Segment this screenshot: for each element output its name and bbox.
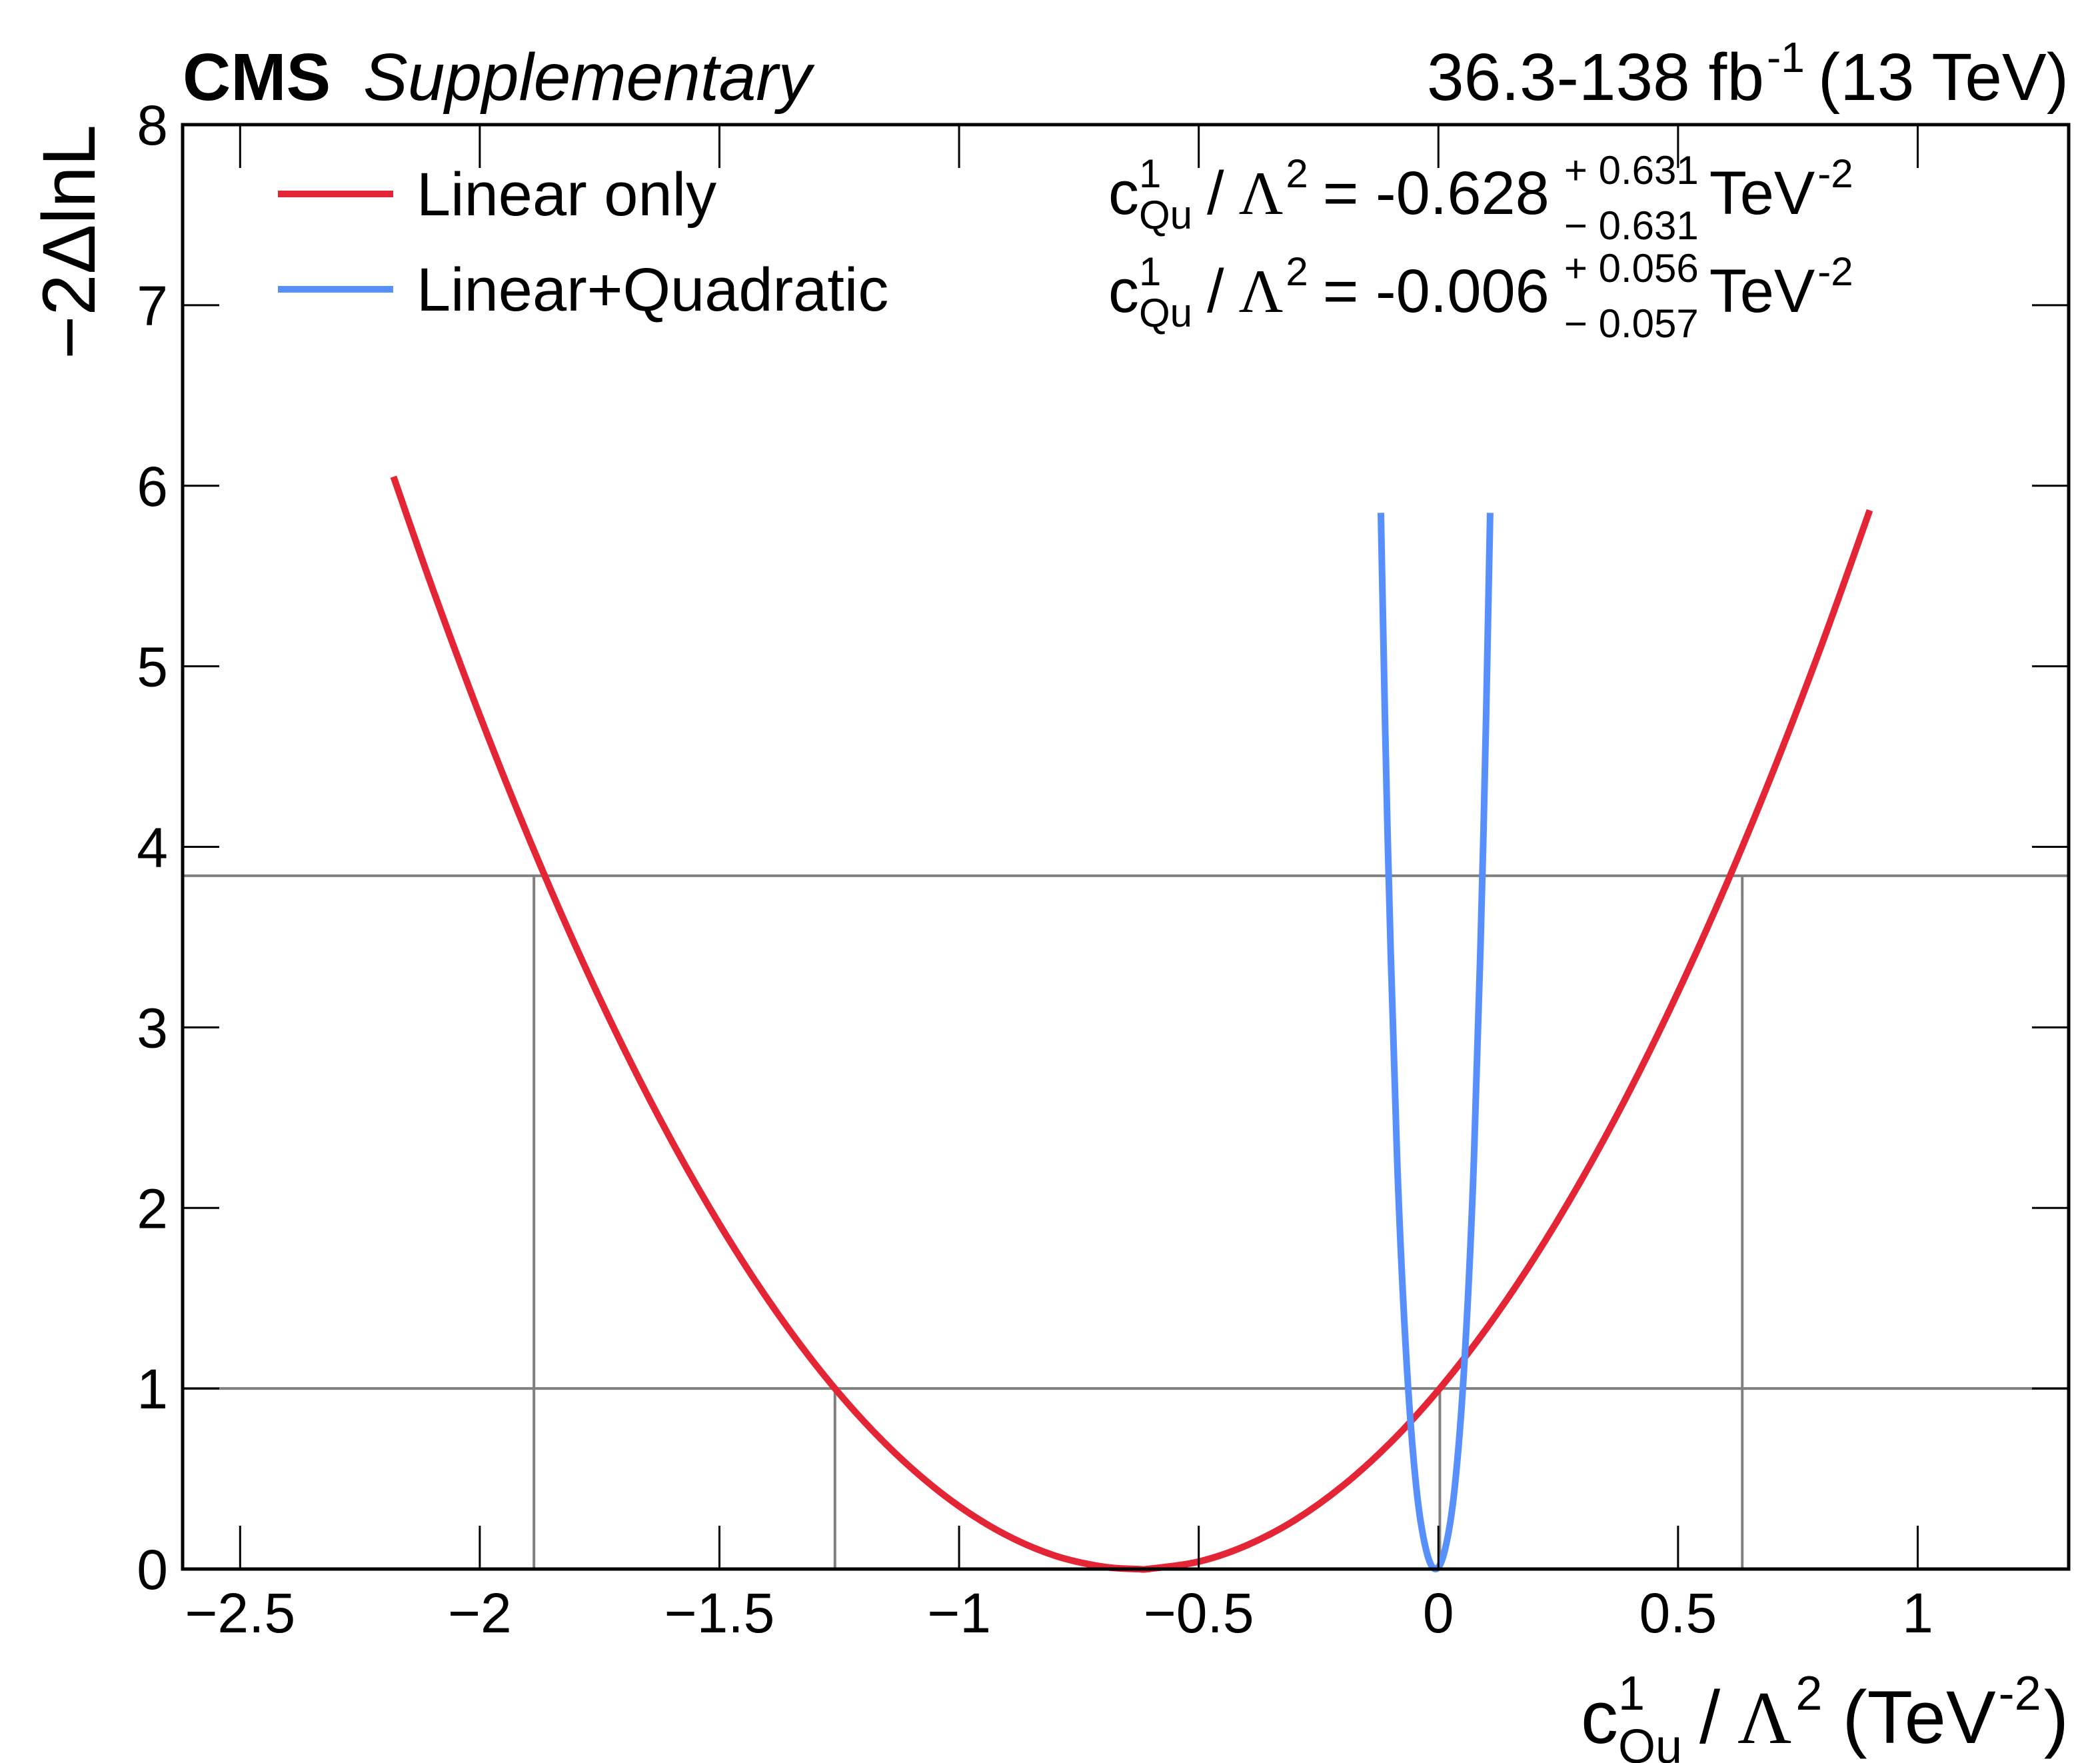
fit-text: Λ	[1239, 159, 1284, 227]
y-tick-label: 0	[137, 1538, 168, 1601]
fit-text: c	[1108, 159, 1139, 227]
fit-text: 2	[1286, 249, 1308, 294]
fit-text: = -0.628	[1323, 159, 1550, 227]
y-axis-title: −2ΔlnL	[27, 125, 111, 359]
y-tick-label: 1	[137, 1358, 168, 1420]
lumi-text: -1	[1767, 33, 1805, 81]
x-tick-label: −1.5	[664, 1582, 775, 1644]
fit-text: /	[1207, 159, 1224, 227]
x-title-text: Qu	[1618, 1720, 1682, 1763]
x-title-text: )	[2044, 1676, 2069, 1759]
fit-text: TeV	[1709, 159, 1815, 227]
experiment: CMS	[183, 40, 331, 115]
lumi-label: 36.3-138 fb -1 (13 TeV)	[1427, 33, 2069, 115]
experiment-label: Supplementary	[363, 40, 816, 115]
fit-text: Qu	[1139, 193, 1192, 237]
y-tick-label: 7	[137, 275, 168, 337]
y-tick-label: 2	[137, 1177, 168, 1240]
x-tick-label: −0.5	[1144, 1582, 1254, 1644]
x-title-text: 1	[1618, 1667, 1645, 1720]
x-tick-label: 0.5	[1639, 1582, 1717, 1644]
x-tick-label: 0	[1423, 1582, 1454, 1644]
fit-text: + 0.631	[1564, 148, 1699, 193]
fit-text: TeV	[1709, 257, 1815, 325]
y-tick-label: 4	[137, 817, 168, 879]
x-title-text: Λ	[1737, 1677, 1791, 1760]
y-tick-label: 8	[137, 94, 168, 157]
fit-text: /	[1207, 257, 1224, 325]
y-tick-label: 5	[137, 636, 168, 699]
fit-text: Λ	[1239, 257, 1284, 325]
x-title-text: -2	[1999, 1667, 2041, 1720]
lumi-text: (13 TeV)	[1818, 40, 2069, 115]
fit-text: = -0.006	[1323, 257, 1550, 325]
fit-text: -2	[1817, 151, 1853, 196]
x-title-text: c	[1581, 1676, 1618, 1759]
x-axis-title: c 1Qu / Λ 2 (TeV -2)	[1581, 1667, 2069, 1763]
fit-result: c 1Qu / Λ 2 = -0.628 + 0.631 − 0.631 TeV -2	[1108, 148, 1853, 248]
legend-label: Linear+Quadratic	[417, 256, 888, 324]
fit-text: 1	[1139, 151, 1161, 196]
lumi-text: 36.3-138 fb	[1427, 40, 1764, 115]
fit-text: Qu	[1139, 291, 1192, 335]
fit-text: c	[1108, 257, 1139, 325]
x-tick-label: −2	[448, 1582, 512, 1644]
fit-text: − 0.057	[1564, 301, 1699, 346]
fit-text: − 0.631	[1564, 203, 1699, 248]
fit-text: + 0.056	[1564, 246, 1699, 291]
fit-result: c 1Qu / Λ 2 = -0.006 + 0.056 − 0.057 TeV -2	[1108, 246, 1853, 346]
x-title-text: (TeV	[1842, 1676, 1996, 1759]
x-tick-label: −2.5	[185, 1582, 295, 1644]
x-title-text: /	[1699, 1676, 1721, 1759]
x-title-text: 2	[1795, 1667, 1822, 1720]
legend-label: Linear only	[417, 161, 716, 229]
x-tick-label: 1	[1902, 1582, 1933, 1644]
fit-text: 1	[1139, 249, 1161, 294]
fit-text: -2	[1817, 249, 1853, 294]
fit-text: 2	[1286, 151, 1308, 196]
y-tick-label: 3	[137, 996, 168, 1059]
y-tick-label: 6	[137, 455, 168, 518]
x-tick-label: −1	[927, 1582, 991, 1644]
